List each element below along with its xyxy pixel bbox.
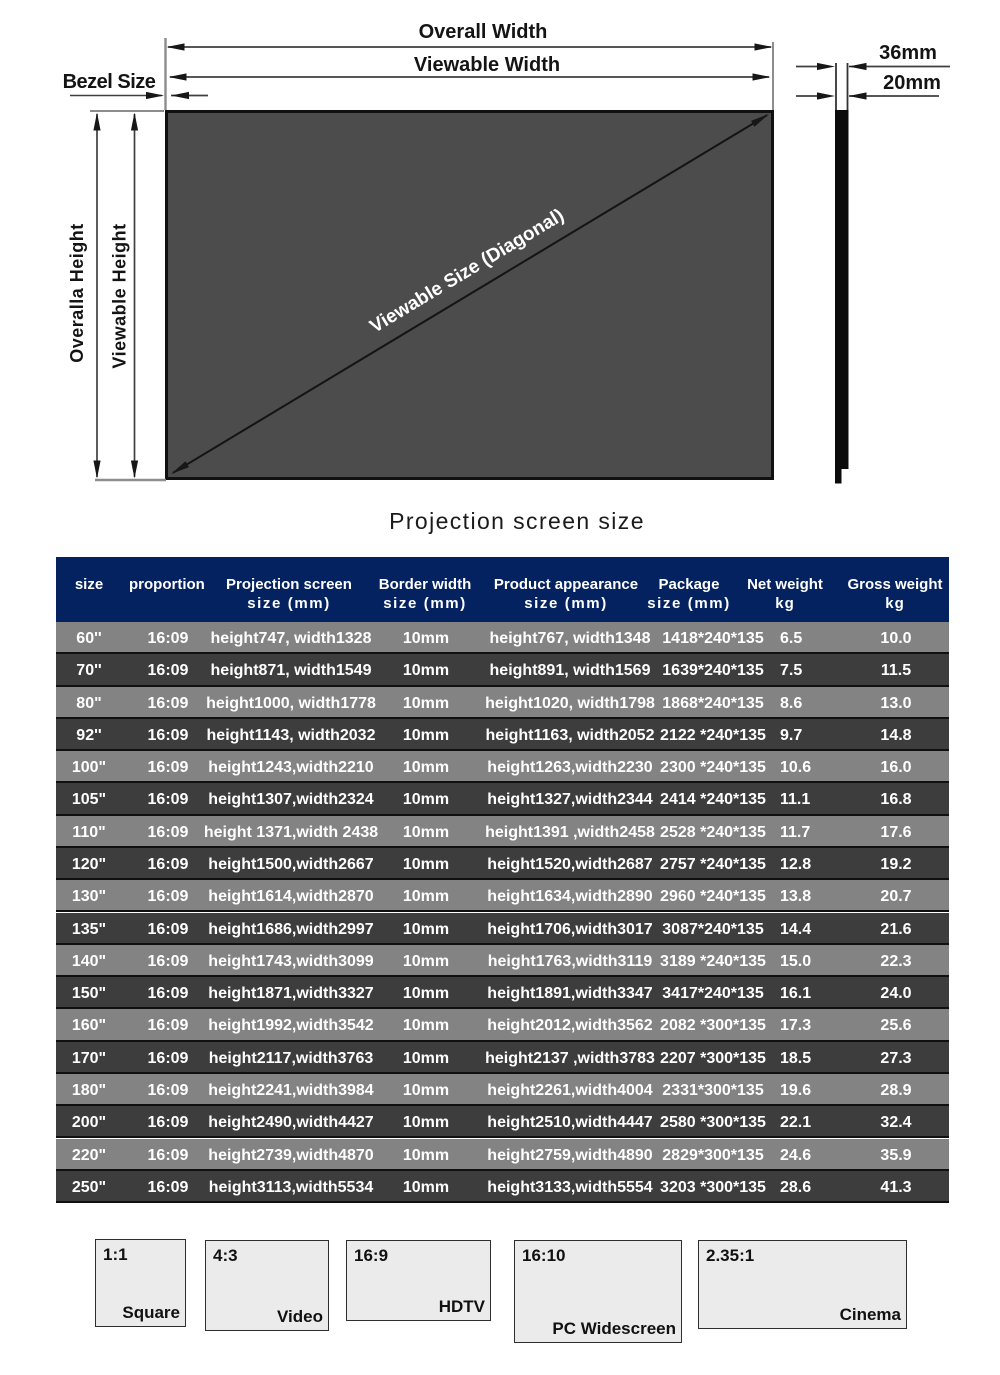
svg-text:Bezel Size: Bezel Size [63,71,156,93]
svg-text:Overalla Height: Overalla Height [67,223,87,363]
svg-text:Viewable Width: Viewable Width [414,54,560,76]
svg-text:Viewable Height: Viewable Height [110,223,130,368]
svg-text:36mm: 36mm [879,42,937,64]
svg-text:20mm: 20mm [883,72,941,94]
svg-text:Overall Width: Overall Width [419,21,548,43]
